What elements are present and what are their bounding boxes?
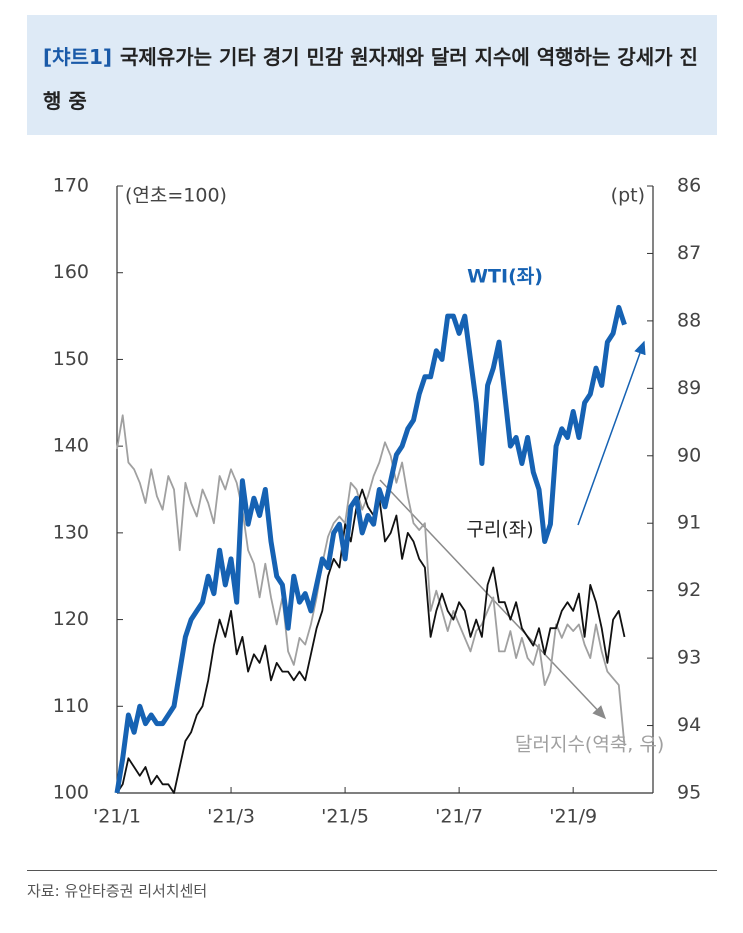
y2-tick-label: 90 — [677, 444, 701, 466]
divider — [27, 870, 717, 871]
y-tick-label: 170 — [53, 175, 89, 197]
y2-tick-label: 94 — [677, 714, 701, 736]
y-tick-label: 140 — [53, 435, 89, 457]
y-tick-label: 160 — [53, 261, 89, 283]
y-tick-label: 110 — [53, 695, 89, 717]
series-label: WTI(좌) — [467, 266, 543, 288]
y2-tick-label: 92 — [677, 579, 701, 601]
y-unit: (연초=100) — [125, 185, 227, 207]
trend-arrow — [577, 340, 646, 526]
y-tick-label: 150 — [53, 348, 89, 370]
y-tick-label: 100 — [53, 782, 89, 804]
x-tick-label: '21/1 — [93, 806, 141, 828]
y2-tick-label: 88 — [677, 309, 701, 331]
x-tick-label: '21/7 — [435, 806, 483, 828]
series-line — [116, 414, 626, 746]
y2-tick-label: 89 — [677, 377, 701, 399]
y2-tick-label: 87 — [677, 242, 701, 264]
series-line — [116, 488, 626, 794]
title-box: [챠트1] 국제유가는 기타 경기 민감 원자재와 달러 지수에 역행하는 강세가… — [27, 15, 717, 135]
y2-tick-label: 91 — [677, 512, 701, 534]
y-tick-label: 120 — [53, 608, 89, 630]
chart-title: 국제유가는 기타 경기 민감 원자재와 달러 지수에 역행하는 강세가 진행 중 — [43, 45, 698, 113]
x-tick-label: '21/9 — [549, 806, 597, 828]
y2-unit: (pt) — [611, 185, 645, 207]
chart: (연초=100) (pt) 100 110 120 130 140 150 160 170 86… — [53, 175, 701, 828]
y-tick-label: 130 — [53, 521, 89, 543]
series-line — [114, 304, 627, 794]
series-label: 구리(좌) — [466, 519, 533, 541]
y2-tick-label: 93 — [677, 647, 701, 669]
title-label: [챠트1] — [43, 45, 112, 69]
y2-tick-label: 86 — [677, 175, 701, 197]
source: 자료: 유안타증권 리서치센터 — [27, 882, 208, 900]
y2-tick-label: 95 — [677, 782, 701, 804]
x-tick-label: '21/3 — [207, 806, 255, 828]
x-tick-label: '21/5 — [321, 806, 369, 828]
series-label: 달러지수(역축, 우) — [515, 734, 664, 756]
